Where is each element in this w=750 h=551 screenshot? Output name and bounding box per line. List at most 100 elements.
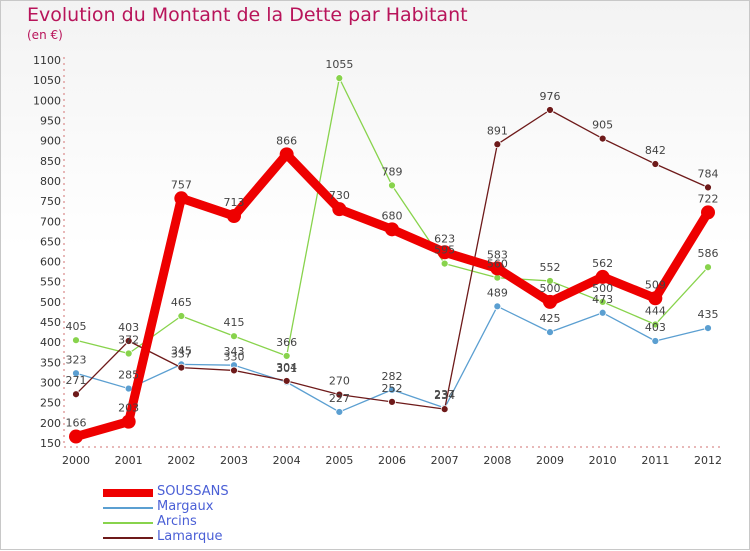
data-label: 1055 <box>325 58 353 71</box>
data-point <box>598 134 607 143</box>
data-point <box>651 160 660 168</box>
data-label: 337 <box>171 348 192 361</box>
data-point <box>177 363 186 372</box>
y-tick-label: 500 <box>40 296 61 309</box>
data-point <box>72 336 80 345</box>
data-label: 757 <box>171 178 192 191</box>
data-point <box>701 205 715 220</box>
data-label: 562 <box>592 257 613 270</box>
data-point <box>177 312 186 320</box>
data-point <box>546 106 554 114</box>
x-tick-label: 2006 <box>378 454 406 467</box>
data-point <box>388 385 396 394</box>
y-tick-label: 1000 <box>33 94 61 107</box>
data-point <box>493 302 502 311</box>
data-label: 285 <box>118 369 139 382</box>
data-point <box>598 297 607 306</box>
data-point <box>493 140 502 149</box>
y-tick-label: 400 <box>40 336 61 349</box>
data-point <box>332 202 347 217</box>
data-point <box>546 277 554 285</box>
chart-unit: (en €) <box>27 28 63 42</box>
data-label: 203 <box>118 402 139 415</box>
x-tick-label: 2012 <box>694 454 722 467</box>
data-point <box>72 369 80 378</box>
y-tick-label: 750 <box>40 195 61 208</box>
data-point <box>648 291 663 306</box>
data-point <box>437 245 452 260</box>
data-point <box>124 384 133 393</box>
x-tick-label: 2009 <box>536 454 564 467</box>
data-label: 730 <box>329 189 350 202</box>
data-label: 552 <box>540 261 561 274</box>
data-label: 234 <box>434 389 455 402</box>
data-point <box>282 377 291 385</box>
x-tick-label: 2005 <box>325 454 353 467</box>
legend-label: SOUSSANS <box>157 484 229 499</box>
data-label: 330 <box>224 350 245 363</box>
data-label: 271 <box>66 374 87 387</box>
data-point <box>543 294 557 309</box>
data-point <box>72 390 80 399</box>
data-point <box>440 405 449 414</box>
y-tick-label: 1050 <box>33 74 61 87</box>
data-label: 473 <box>592 293 613 306</box>
data-labels: 323 285 345 343 301 227 282 237 489 425 473 403 435 4… <box>66 58 719 429</box>
y-tick-label: 700 <box>40 215 61 228</box>
data-label: 905 <box>592 119 613 132</box>
y-tick-label: 300 <box>40 377 61 390</box>
data-label: 252 <box>382 382 403 395</box>
data-label: 444 <box>645 304 666 317</box>
data-point <box>335 74 344 83</box>
y-tick-label: 1100 <box>33 54 61 67</box>
data-label: 435 <box>698 308 719 321</box>
x-tick-label: 2003 <box>220 454 248 467</box>
data-label: 345 <box>171 344 192 357</box>
y-tick-label: 200 <box>40 417 61 430</box>
data-label: 680 <box>382 209 403 222</box>
data-point <box>279 147 294 162</box>
data-label: 465 <box>171 296 192 309</box>
data-label: 270 <box>329 375 350 388</box>
data-label: 403 <box>118 321 139 334</box>
data-point <box>651 320 660 329</box>
data-point <box>385 222 399 237</box>
data-label: 415 <box>224 316 245 329</box>
data-label: 323 <box>66 353 87 366</box>
data-point <box>335 408 344 416</box>
x-tick-label: 2010 <box>589 454 617 467</box>
legend-label: Arcins <box>157 514 197 529</box>
data-label: 623 <box>434 232 455 245</box>
data-point <box>124 337 133 345</box>
data-label: 500 <box>592 282 613 295</box>
data-label: 784 <box>698 167 719 180</box>
x-tick-label: 2004 <box>273 454 301 467</box>
x-tick-label: 2001 <box>115 454 143 467</box>
legend-swatch <box>103 537 153 539</box>
y-tick-label: 850 <box>40 155 61 168</box>
data-label: 282 <box>382 370 403 383</box>
data-point <box>704 324 712 333</box>
data-point <box>121 414 136 429</box>
chart-title: Evolution du Montant de la Dette par Hab… <box>27 4 468 26</box>
data-label: 842 <box>645 144 666 157</box>
x-tick-label: 2007 <box>431 454 459 467</box>
data-label: 489 <box>487 286 508 299</box>
data-point <box>174 191 189 206</box>
data-label: 301 <box>276 362 297 375</box>
data-point <box>651 337 660 345</box>
data-label: 425 <box>540 312 561 325</box>
data-label: 227 <box>329 392 350 405</box>
data-label: 560 <box>487 258 508 271</box>
data-point <box>227 209 241 224</box>
y-tick-label: 950 <box>40 114 61 127</box>
data-point <box>335 390 344 399</box>
series-layer <box>69 74 715 444</box>
y-tick-label: 150 <box>40 437 61 450</box>
data-label: 403 <box>645 321 666 334</box>
y-tick-label: 350 <box>40 356 61 369</box>
data-label: 586 <box>698 247 719 260</box>
data-point <box>124 349 133 358</box>
data-label: 866 <box>276 134 297 147</box>
